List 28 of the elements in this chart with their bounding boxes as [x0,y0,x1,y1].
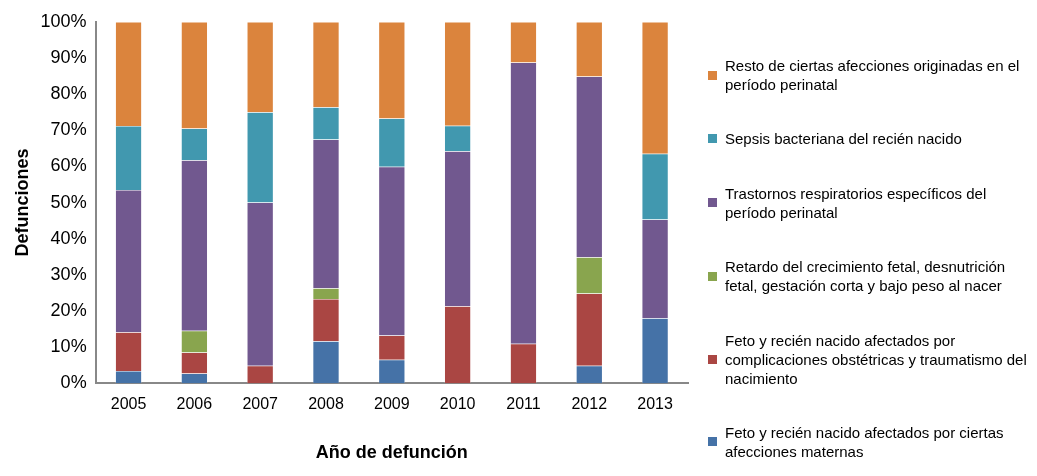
x-tick-label: 2013 [637,395,673,413]
legend-label: Resto de ciertas afecciones originadas en el período perinatal [725,56,1021,94]
x-tick-label: 2012 [571,395,608,413]
y-tick-label: 50% [50,191,87,212]
y-tick-label: 20% [50,299,87,320]
y-tick-label: 70% [50,119,87,140]
legend-label: Retardo del crecimiento fetal, desnutrición fetal, gestación corta y bajo peso al nacer [725,257,1007,296]
y-tick-label: 0% [60,372,87,393]
x-tick-label: 2006 [176,395,213,413]
legend-label: Feto y recién nacido afectados por complicaciones obstétricas y traumatismo del nacimiento [725,330,1028,388]
y-tick-label: 40% [50,227,87,248]
y-tick-label: 30% [50,263,87,284]
x-tick-label: 2005 [110,395,147,413]
y-tick-label: 100% [40,10,87,31]
x-axis-title: Año de defunción [315,442,468,463]
x-tick-label: 2009 [374,395,410,413]
legend-label: Sepsis bacteriana del recién nacido [725,129,962,149]
x-tick-label: 2010 [439,395,476,413]
y-tick-label: 10% [50,336,87,357]
x-tick-label: 2011 [506,395,541,413]
x-tick-label: 2007 [242,395,279,413]
y-axis-title: Defunciones [11,148,32,257]
y-tick-label: 90% [50,47,87,68]
y-tick-label: 80% [50,83,87,104]
legend-label: Trastornos respiratorios específicos del período perinatal [725,183,988,222]
legend-label: Feto y recién nacido afectados por ciertas afecciones maternas [725,422,1005,461]
x-tick-label: 2008 [308,395,344,413]
y-tick-label: 60% [50,155,87,176]
